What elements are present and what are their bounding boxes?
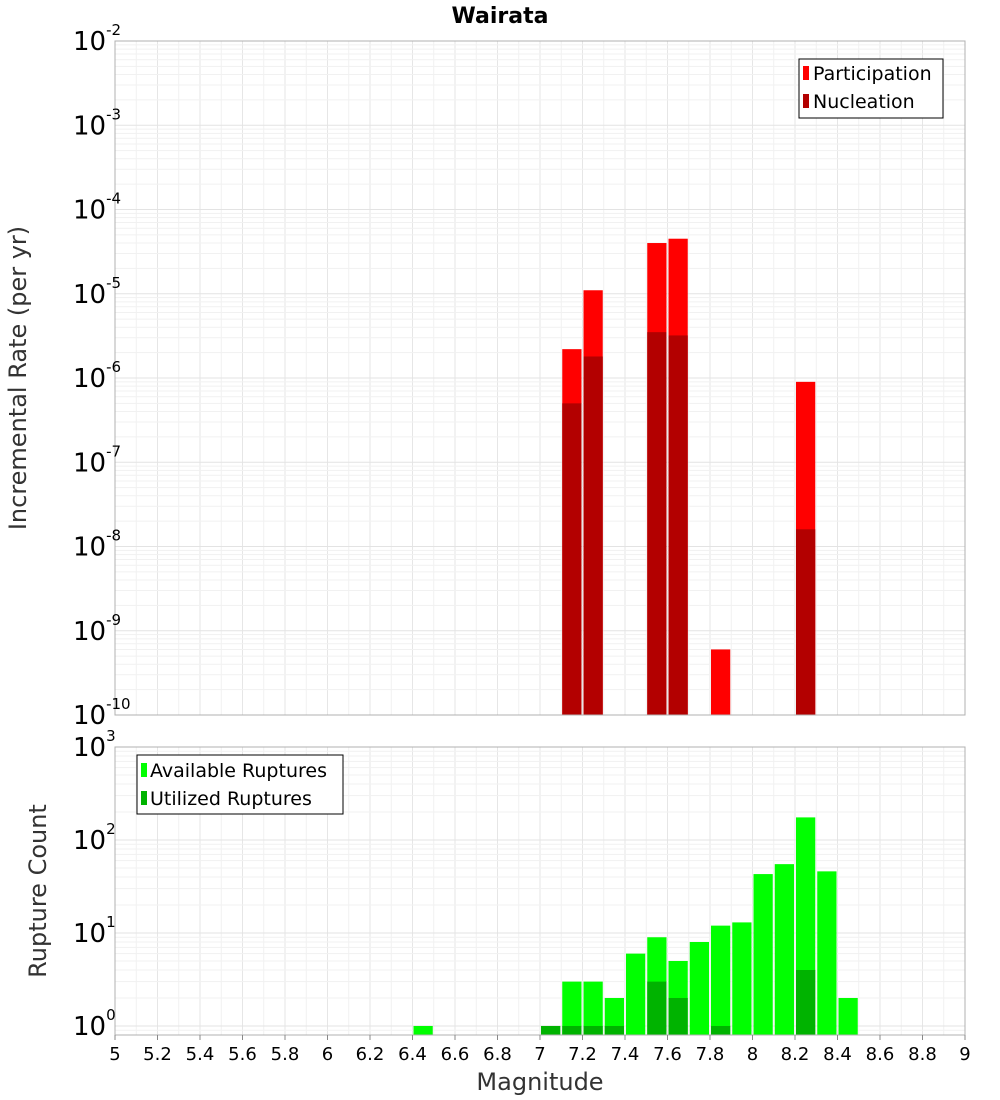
y-tick-label: 103 bbox=[73, 727, 116, 763]
count-bar-utilized bbox=[562, 1025, 582, 1035]
count-bar-available bbox=[753, 874, 773, 1035]
count-y-axis-label: Rupture Count bbox=[24, 804, 52, 978]
y-tick-label: 101 bbox=[73, 913, 116, 949]
y-tick-label: 10-6 bbox=[73, 358, 121, 394]
count-bar-available bbox=[562, 981, 582, 1035]
x-tick-label: 8.4 bbox=[823, 1044, 852, 1065]
count-legend-box bbox=[136, 754, 344, 815]
legend-label-available: Available Ruptures bbox=[150, 760, 327, 782]
y-tick-label: 10-4 bbox=[73, 190, 121, 226]
count-bar-available bbox=[838, 997, 858, 1035]
count-bar-available bbox=[732, 922, 752, 1035]
chart-title: Wairata bbox=[452, 4, 549, 29]
count-bar-available bbox=[711, 925, 731, 1035]
legend-label-utilized: Utilized Ruptures bbox=[150, 788, 312, 810]
y-tick-label: 102 bbox=[73, 820, 116, 856]
legend-swatch-participation bbox=[803, 66, 809, 80]
count-bar-available bbox=[583, 981, 603, 1035]
count-legend: Available Ruptures Utilized Ruptures bbox=[136, 754, 344, 815]
x-ticks: 5 5.2 5.4 5.6 5.8 6 6.2 6.4 6.6 6.8 7 7.2 7.4 7.6 7.8 8… bbox=[109, 1035, 971, 1065]
x-tick-label: 5.8 bbox=[271, 1044, 300, 1065]
x-tick-label: 5.6 bbox=[228, 1044, 257, 1065]
x-tick-label: 8 bbox=[747, 1044, 758, 1065]
x-tick-label: 6.2 bbox=[356, 1044, 385, 1065]
rate-bar-nucleation bbox=[796, 529, 816, 715]
y-tick-label: 10-7 bbox=[73, 442, 121, 478]
count-bar-available bbox=[626, 953, 646, 1035]
x-tick-label: 7.2 bbox=[568, 1044, 597, 1065]
rate-bar-nucleation bbox=[562, 403, 582, 715]
count-bar-utilized bbox=[711, 1025, 731, 1035]
count-bar-available bbox=[817, 871, 837, 1035]
x-tick-label: 8.6 bbox=[866, 1044, 895, 1065]
rate-legend: Participation Nucleation bbox=[798, 58, 944, 119]
y-tick-label: 10-10 bbox=[73, 695, 131, 731]
x-tick-label: 5 bbox=[109, 1044, 120, 1065]
rate-gridlines bbox=[114, 40, 966, 716]
rate-panel: 10-10 10-9 10-8 10-7 10-6 10-5 10-4 10-3 10-2 In… bbox=[4, 21, 966, 731]
legend-label-participation: Participation bbox=[813, 63, 932, 85]
count-y-ticks: 100 101 102 103 bbox=[73, 727, 116, 1042]
x-tick-label: 6.8 bbox=[483, 1044, 512, 1065]
x-tick-label: 7.8 bbox=[696, 1044, 725, 1065]
rate-bar-nucleation bbox=[668, 335, 688, 715]
count-bar-utilized bbox=[541, 1025, 561, 1035]
x-tick-label: 8.2 bbox=[781, 1044, 810, 1065]
rate-bar-nucleation bbox=[647, 332, 667, 715]
count-bar-utilized bbox=[604, 1025, 624, 1035]
y-tick-label: 10-3 bbox=[73, 105, 121, 141]
rate-y-axis-label: Incremental Rate (per yr) bbox=[4, 226, 32, 530]
count-bar-utilized bbox=[583, 1025, 603, 1035]
count-panel: 100 101 102 103 5 5.2 5.4 5.6 5.8 6 6.2 6.4 6.6 6.8 7… bbox=[24, 727, 971, 1096]
x-tick-label: 7.6 bbox=[653, 1044, 682, 1065]
y-tick-label: 10-9 bbox=[73, 611, 121, 647]
x-tick-label: 5.4 bbox=[186, 1044, 215, 1065]
x-tick-label: 7 bbox=[534, 1044, 545, 1065]
rate-bar-nucleation bbox=[583, 356, 603, 715]
legend-label-nucleation: Nucleation bbox=[813, 91, 915, 113]
rate-y-ticks: 10-10 10-9 10-8 10-7 10-6 10-5 10-4 10-3 10-2 bbox=[73, 21, 131, 731]
rate-bars bbox=[562, 238, 816, 716]
x-tick-label: 6 bbox=[322, 1044, 333, 1065]
x-tick-label: 6.4 bbox=[398, 1044, 427, 1065]
x-tick-label: 9 bbox=[959, 1044, 970, 1065]
x-tick-label: 6.6 bbox=[441, 1044, 470, 1065]
count-bar-utilized bbox=[668, 997, 688, 1035]
count-bar-available bbox=[604, 997, 624, 1035]
rate-legend-box bbox=[798, 58, 944, 119]
x-tick-label: 8.8 bbox=[908, 1044, 937, 1065]
y-tick-label: 10-8 bbox=[73, 527, 121, 563]
rate-bar-participation bbox=[711, 649, 731, 715]
count-bar-available bbox=[413, 1025, 433, 1035]
x-tick-label: 7.4 bbox=[611, 1044, 640, 1065]
count-bar-utilized bbox=[647, 981, 667, 1035]
y-tick-label: 100 bbox=[73, 1006, 116, 1042]
count-bar-available bbox=[774, 864, 794, 1035]
legend-swatch-nucleation bbox=[803, 94, 809, 108]
count-bar-utilized bbox=[796, 969, 816, 1035]
rate-plot-frame bbox=[114, 40, 966, 716]
x-tick-label: 5.2 bbox=[143, 1044, 172, 1065]
legend-swatch-utilized bbox=[141, 791, 147, 805]
count-bar-available bbox=[689, 942, 709, 1035]
legend-swatch-available bbox=[141, 763, 147, 777]
y-tick-label: 10-2 bbox=[73, 21, 121, 57]
count-bars bbox=[413, 817, 858, 1035]
y-tick-label: 10-5 bbox=[73, 274, 121, 310]
x-axis-label: Magnitude bbox=[476, 1068, 603, 1096]
